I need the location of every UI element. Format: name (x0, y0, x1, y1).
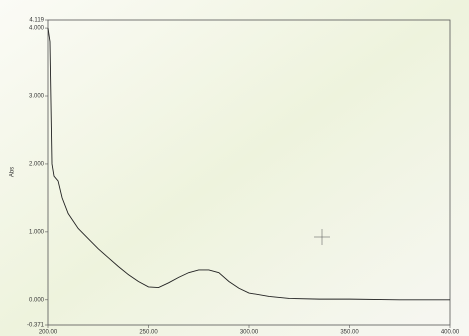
chart: Abs -0.371 0.000 1.000 2.000 3.000 4.000 4.119… (0, 0, 469, 336)
x-tick-label: 250.00 (139, 330, 158, 336)
y-axis-label: Abs (10, 167, 16, 177)
x-tick-label: 200.00 (39, 330, 58, 336)
x-tick-label: 300.00 (240, 330, 259, 336)
y-tick-label: 0.000 (29, 297, 45, 303)
y-tick-label: 3.000 (29, 94, 45, 100)
x-tick-label: 400.00 (441, 330, 460, 336)
x-tick-label: 350.00 (340, 330, 359, 336)
y-tick-label: 2.000 (29, 162, 45, 168)
y-tick-label: 1.000 (29, 229, 45, 235)
y-tick-label: -0.371 (27, 323, 45, 329)
page: {"chart_data": {"type": "line", "y_label… (0, 0, 469, 336)
y-tick-label: 4.119 (29, 18, 44, 24)
y-tick-label: 4.000 (29, 26, 45, 32)
